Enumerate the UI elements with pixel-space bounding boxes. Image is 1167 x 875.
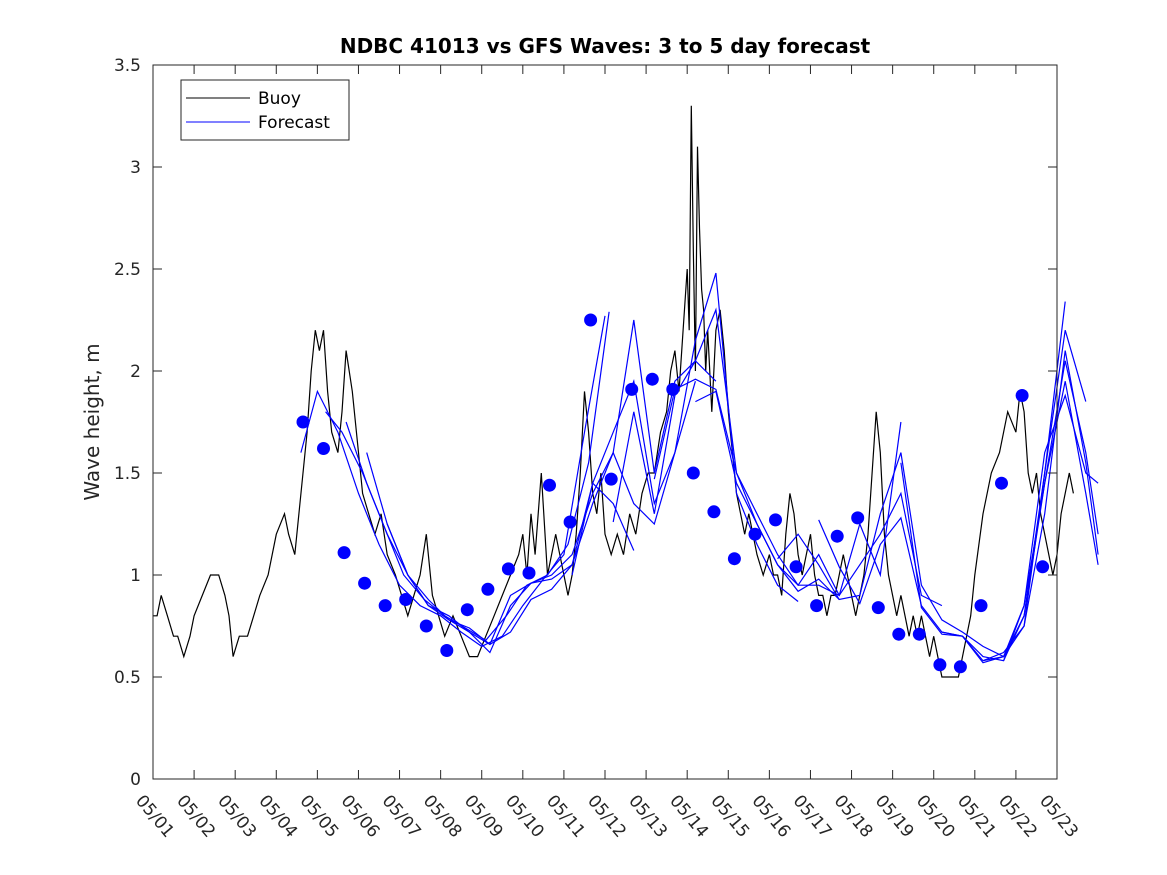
forecast-marker xyxy=(522,566,536,580)
forecast-run-line-15 xyxy=(1003,393,1099,661)
forecast-marker xyxy=(871,601,885,615)
x-tick-label: 05/04 xyxy=(254,791,301,841)
forecast-run-line-5 xyxy=(386,319,717,646)
forecast-marker xyxy=(830,529,844,543)
y-tick-label: 3 xyxy=(130,158,141,178)
forecast-marker xyxy=(974,599,988,613)
x-tick-label: 05/05 xyxy=(296,791,343,841)
forecast-marker xyxy=(686,466,700,480)
forecast-marker xyxy=(1015,389,1029,402)
forecast-marker xyxy=(953,660,967,674)
forecast-run-line-6 xyxy=(571,272,799,602)
forecast-marker xyxy=(727,552,741,566)
x-tick-label: 05/23 xyxy=(1035,791,1082,841)
legend: Buoy Forecast xyxy=(180,79,350,141)
x-tick-label: 05/07 xyxy=(378,791,425,841)
y-axis-label: Wave height, m xyxy=(80,343,104,500)
forecast-marker xyxy=(995,476,1008,490)
forecast-marker xyxy=(358,576,372,590)
plot-layer xyxy=(153,105,1099,678)
x-tick-label: 05/09 xyxy=(460,791,507,841)
forecast-marker xyxy=(851,511,865,525)
forecast-marker xyxy=(337,546,351,560)
forecast-marker xyxy=(440,644,454,657)
x-tick-label: 05/20 xyxy=(912,791,959,841)
x-tick-label: 05/01 xyxy=(131,791,178,841)
y-tick-label: 1.5 xyxy=(114,464,141,484)
x-tick-label: 05/18 xyxy=(830,791,877,841)
y-tick-label: 3.5 xyxy=(114,56,141,76)
forecast-run-line-9 xyxy=(695,390,943,607)
forecast-marker xyxy=(666,382,680,396)
forecast-run-line-13 xyxy=(941,350,1099,662)
forecast-marker xyxy=(481,582,495,596)
forecast-marker xyxy=(543,478,556,492)
legend-box xyxy=(180,79,350,141)
forecast-run-line-10 xyxy=(777,301,1066,658)
legend-forecast-label: Forecast xyxy=(258,113,330,133)
forecast-marker xyxy=(584,313,598,327)
x-tick-label: 05/16 xyxy=(748,791,795,841)
x-tick-label: 05/12 xyxy=(583,791,630,841)
forecast-marker xyxy=(604,472,618,486)
x-tick-label: 05/08 xyxy=(419,791,466,841)
y-tick-label: 2 xyxy=(130,362,141,382)
forecast-marker xyxy=(1036,560,1050,574)
forecast-run-line-14 xyxy=(982,381,1099,662)
y-tick-label: 2.5 xyxy=(114,260,141,280)
forecast-marker xyxy=(296,415,310,429)
forecast-marker xyxy=(419,619,433,633)
forecast-marker xyxy=(399,593,413,606)
forecast-run-line-7 xyxy=(612,307,840,600)
y-tick-label: 0.5 xyxy=(114,668,141,688)
forecast-marker xyxy=(748,527,762,541)
forecast-marker xyxy=(769,513,782,527)
x-tick-label: 05/15 xyxy=(706,791,753,841)
forecast-marker xyxy=(933,658,947,672)
forecast-marker xyxy=(625,382,639,396)
chart-title: NDBC 41013 vs GFS Waves: 3 to 5 day fore… xyxy=(340,34,871,58)
y-tick-label: 1 xyxy=(130,566,141,586)
x-tick-label: 05/14 xyxy=(665,791,712,841)
forecast-marker xyxy=(460,603,474,617)
forecast-marker xyxy=(563,515,577,529)
forecast-marker xyxy=(317,442,330,455)
forecast-marker xyxy=(810,599,824,613)
y-tick-label: 0 xyxy=(130,770,141,790)
x-tick-label: 05/17 xyxy=(789,791,836,841)
forecast-marker xyxy=(501,562,515,576)
buoy-series-line xyxy=(153,105,1074,678)
x-tick-label: 05/11 xyxy=(542,791,589,841)
legend-buoy-label: Buoy xyxy=(258,89,301,109)
x-tick-label: 05/19 xyxy=(871,791,918,841)
forecast-marker xyxy=(912,627,926,641)
forecast-marker xyxy=(378,599,392,613)
forecast-marker xyxy=(707,505,721,519)
x-tick-label: 05/13 xyxy=(624,791,671,841)
x-tick-label: 05/06 xyxy=(337,791,384,841)
x-tick-label: 05/22 xyxy=(994,791,1041,841)
forecast-marker xyxy=(645,372,659,386)
forecast-marker xyxy=(892,627,906,641)
x-tick-label: 05/03 xyxy=(213,791,260,841)
plot-area xyxy=(153,65,1057,779)
x-tick-label: 05/02 xyxy=(172,791,219,841)
x-tick-label: 05/10 xyxy=(501,791,548,841)
forecast-marker xyxy=(789,560,803,574)
x-tick-label: 05/21 xyxy=(953,791,1000,841)
